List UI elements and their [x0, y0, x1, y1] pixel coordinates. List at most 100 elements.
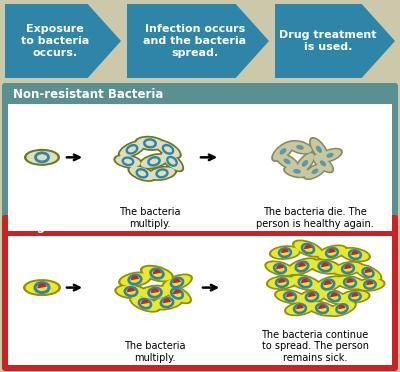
Ellipse shape: [284, 158, 290, 164]
Ellipse shape: [118, 140, 146, 158]
Ellipse shape: [290, 276, 320, 289]
Ellipse shape: [310, 260, 340, 273]
Ellipse shape: [138, 153, 170, 170]
Text: The bacteria
multiply.: The bacteria multiply.: [119, 208, 181, 229]
Ellipse shape: [316, 146, 322, 153]
Ellipse shape: [149, 167, 175, 179]
Wedge shape: [366, 281, 374, 285]
Ellipse shape: [288, 259, 316, 274]
Ellipse shape: [288, 141, 312, 153]
Ellipse shape: [128, 165, 156, 182]
Wedge shape: [298, 263, 306, 267]
Ellipse shape: [305, 164, 325, 179]
Wedge shape: [141, 299, 149, 304]
Ellipse shape: [26, 281, 58, 294]
Wedge shape: [131, 276, 139, 280]
Ellipse shape: [327, 300, 357, 317]
Ellipse shape: [318, 246, 346, 259]
Wedge shape: [301, 279, 309, 283]
Ellipse shape: [292, 240, 324, 258]
Ellipse shape: [284, 301, 316, 316]
Wedge shape: [278, 279, 286, 283]
Text: Drug Resistant Bacteria: Drug Resistant Bacteria: [13, 220, 172, 233]
Ellipse shape: [116, 155, 140, 167]
Wedge shape: [173, 279, 181, 283]
Ellipse shape: [116, 286, 146, 298]
Ellipse shape: [311, 139, 327, 160]
Ellipse shape: [309, 137, 329, 162]
Ellipse shape: [296, 153, 314, 173]
Ellipse shape: [142, 267, 172, 280]
Ellipse shape: [308, 259, 342, 275]
Wedge shape: [346, 279, 354, 283]
Ellipse shape: [342, 291, 368, 302]
Ellipse shape: [336, 277, 364, 289]
Ellipse shape: [302, 160, 308, 167]
Wedge shape: [276, 265, 284, 269]
Ellipse shape: [312, 153, 334, 173]
Ellipse shape: [274, 152, 300, 170]
Ellipse shape: [314, 155, 332, 172]
Wedge shape: [364, 269, 372, 273]
Ellipse shape: [303, 163, 327, 180]
Polygon shape: [127, 4, 269, 78]
Ellipse shape: [341, 248, 369, 260]
Ellipse shape: [312, 169, 318, 174]
Ellipse shape: [274, 289, 306, 304]
Ellipse shape: [163, 275, 191, 290]
Wedge shape: [153, 269, 161, 274]
Ellipse shape: [160, 150, 184, 172]
Ellipse shape: [332, 261, 364, 276]
Ellipse shape: [319, 149, 341, 161]
Text: Exposure
to bacteria
occurs.: Exposure to bacteria occurs.: [21, 24, 89, 58]
Ellipse shape: [316, 244, 348, 261]
Ellipse shape: [120, 273, 150, 286]
Ellipse shape: [23, 279, 61, 296]
Ellipse shape: [147, 166, 177, 181]
Ellipse shape: [294, 241, 322, 256]
Ellipse shape: [26, 151, 58, 164]
Ellipse shape: [134, 136, 166, 151]
Ellipse shape: [329, 302, 355, 315]
Ellipse shape: [283, 164, 311, 178]
Ellipse shape: [339, 247, 371, 262]
Wedge shape: [351, 251, 359, 255]
Ellipse shape: [334, 263, 362, 275]
Ellipse shape: [266, 275, 298, 290]
Ellipse shape: [308, 302, 336, 315]
Wedge shape: [318, 305, 326, 309]
Wedge shape: [328, 249, 336, 253]
Ellipse shape: [312, 275, 344, 294]
Ellipse shape: [319, 288, 349, 305]
Wedge shape: [321, 263, 329, 267]
Ellipse shape: [276, 154, 298, 169]
Ellipse shape: [356, 279, 384, 290]
Ellipse shape: [321, 289, 347, 304]
Ellipse shape: [131, 296, 159, 311]
Wedge shape: [38, 283, 46, 288]
Polygon shape: [275, 4, 395, 78]
Text: The bacteria die. The
person is healthy again.: The bacteria die. The person is healthy …: [256, 208, 374, 229]
Ellipse shape: [138, 285, 172, 301]
Ellipse shape: [140, 286, 170, 299]
Ellipse shape: [280, 148, 286, 154]
Ellipse shape: [286, 257, 318, 276]
Ellipse shape: [24, 149, 60, 166]
Ellipse shape: [141, 155, 167, 168]
FancyBboxPatch shape: [2, 215, 398, 371]
Ellipse shape: [276, 291, 304, 302]
Ellipse shape: [296, 288, 328, 305]
Ellipse shape: [129, 295, 161, 312]
Ellipse shape: [114, 154, 142, 169]
FancyBboxPatch shape: [2, 83, 398, 237]
Ellipse shape: [320, 160, 326, 166]
Wedge shape: [344, 265, 352, 269]
Ellipse shape: [118, 272, 152, 288]
Ellipse shape: [340, 289, 370, 304]
Ellipse shape: [136, 138, 164, 149]
Ellipse shape: [266, 262, 294, 275]
Ellipse shape: [314, 277, 342, 292]
Ellipse shape: [162, 283, 192, 304]
Ellipse shape: [164, 285, 190, 302]
Ellipse shape: [268, 277, 296, 288]
